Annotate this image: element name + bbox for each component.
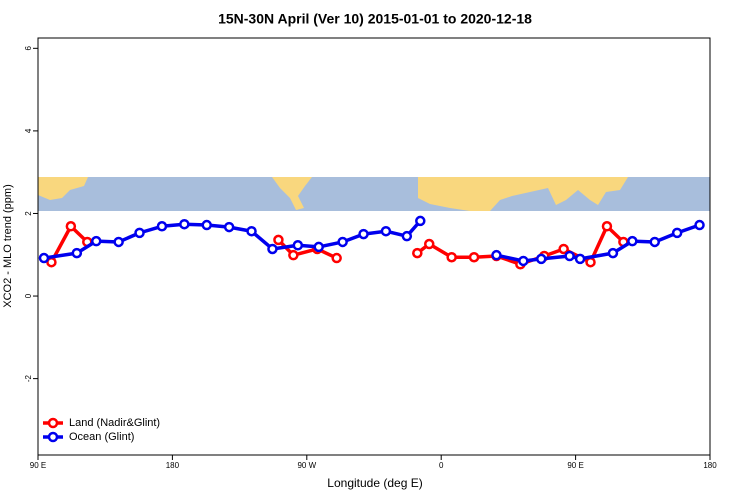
data-point	[331, 252, 342, 264]
data-point	[446, 251, 457, 263]
data-point	[273, 234, 284, 246]
x-tick-label: 90 E	[567, 461, 583, 470]
y-tick-label: 0	[24, 293, 33, 298]
data-point	[337, 236, 348, 248]
data-point	[694, 219, 705, 231]
data-point	[536, 253, 547, 265]
y-tick-label: 2	[24, 211, 33, 216]
data-point	[134, 227, 145, 239]
plot-frame	[37, 37, 711, 456]
data-point	[156, 221, 168, 232]
data-point	[518, 255, 529, 267]
data-point	[424, 238, 435, 250]
data-point	[627, 235, 638, 247]
legend-label: Land (Nadir&Glint)	[69, 417, 160, 429]
x-tick-label: 180	[166, 461, 180, 470]
land-area	[38, 177, 88, 200]
legend-marker	[47, 431, 59, 443]
y-tick-label: 6	[24, 46, 33, 51]
y-axis-label: XCO2 - MLO trend (ppm)	[2, 184, 14, 307]
y-tick-label: 4	[24, 128, 33, 133]
land-area	[418, 177, 628, 211]
data-point	[313, 241, 324, 253]
data-point	[223, 221, 235, 233]
data-point	[201, 219, 212, 231]
data-point	[649, 236, 660, 248]
land-area	[272, 177, 312, 210]
map-band	[38, 177, 710, 211]
x-tick-label: 0	[439, 461, 444, 470]
data-point	[415, 215, 426, 227]
data-point	[288, 249, 299, 261]
data-point	[292, 240, 304, 251]
data-point	[380, 225, 392, 237]
chart-title: 15N-30N April (Ver 10) 2015-01-01 to 202…	[218, 11, 532, 27]
data-point	[113, 236, 124, 248]
y-tick-label: -2	[24, 375, 33, 383]
data-point	[38, 252, 50, 264]
data-point	[71, 247, 83, 259]
data-point	[468, 251, 480, 263]
data-point	[491, 249, 502, 261]
data-point	[179, 218, 190, 230]
data-point	[585, 256, 596, 268]
legend-marker	[47, 417, 59, 429]
data-point	[564, 250, 575, 262]
x-tick-label: 90 W	[297, 461, 316, 470]
legend-label: Ocean (Glint)	[69, 431, 134, 443]
data-point	[65, 221, 77, 232]
data-point	[90, 235, 102, 247]
x-tick-label: 180	[703, 461, 717, 470]
data-point	[358, 228, 369, 240]
x-tick-label: 90 E	[30, 461, 46, 470]
data-point	[671, 227, 683, 239]
data-point	[401, 230, 413, 242]
data-point	[246, 225, 257, 237]
data-point	[412, 247, 423, 259]
data-point	[267, 243, 278, 255]
data-point	[558, 243, 569, 255]
data-point	[607, 247, 619, 259]
data-point	[601, 221, 613, 232]
x-axis-label: Longitude (deg E)	[327, 476, 422, 490]
data-point	[574, 253, 586, 265]
